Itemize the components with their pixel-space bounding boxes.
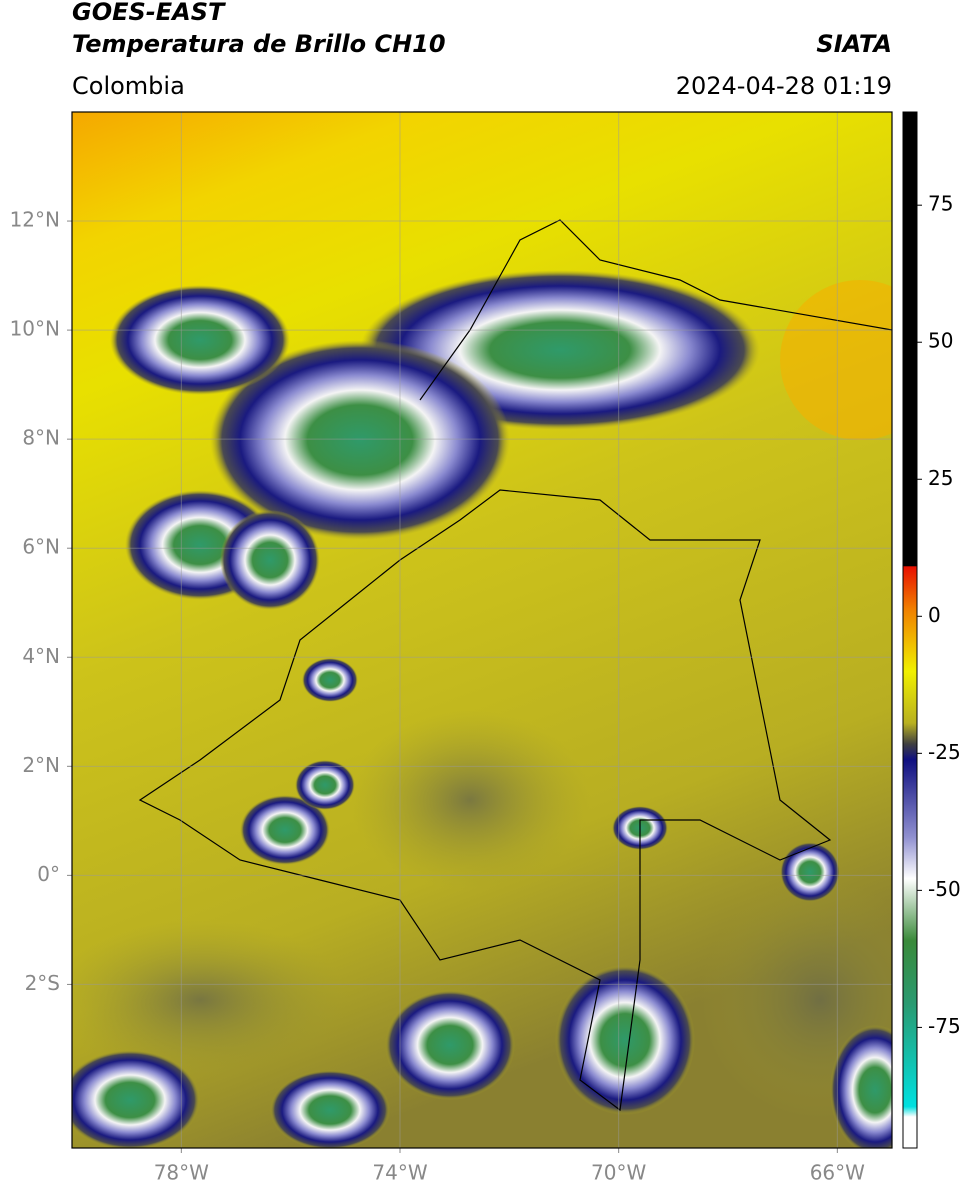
y-tick-label: 6°N — [22, 535, 60, 559]
x-tick-label: 78°W — [154, 1161, 209, 1185]
colorbar — [902, 111, 918, 1149]
colorbar-tick-label: -50 — [928, 877, 961, 901]
colorbar-tick-label: 0 — [928, 603, 941, 627]
colorbar-tick-label: 25 — [928, 466, 953, 490]
satellite-image — [72, 112, 892, 1148]
source: SIATA — [816, 30, 892, 58]
title: GOES-EAST — [72, 0, 226, 26]
x-tick-label: 66°W — [810, 1161, 865, 1185]
x-tick-label: 74°W — [372, 1161, 427, 1185]
y-tick-label: 10°N — [10, 317, 60, 341]
colorbar-tick-label: -25 — [928, 740, 961, 764]
region: Colombia — [72, 72, 185, 100]
colorbar-tick-label: 50 — [928, 329, 953, 353]
x-tick-label: 70°W — [591, 1161, 646, 1185]
y-tick-label: 8°N — [22, 426, 60, 450]
y-tick-label: 2°N — [22, 753, 60, 777]
y-tick-label: 2°S — [25, 971, 60, 995]
y-tick-label: 0° — [37, 862, 60, 886]
colorbar-tick-label: 75 — [928, 192, 953, 216]
colorbar-tick-label: -75 — [928, 1014, 961, 1038]
y-tick-label: 12°N — [10, 208, 60, 232]
map-frame — [71, 111, 893, 1149]
datetime: 2024-04-28 01:19 — [676, 72, 892, 100]
title: Temperatura de Brillo CH10 — [72, 30, 446, 58]
y-tick-label: 4°N — [22, 644, 60, 668]
